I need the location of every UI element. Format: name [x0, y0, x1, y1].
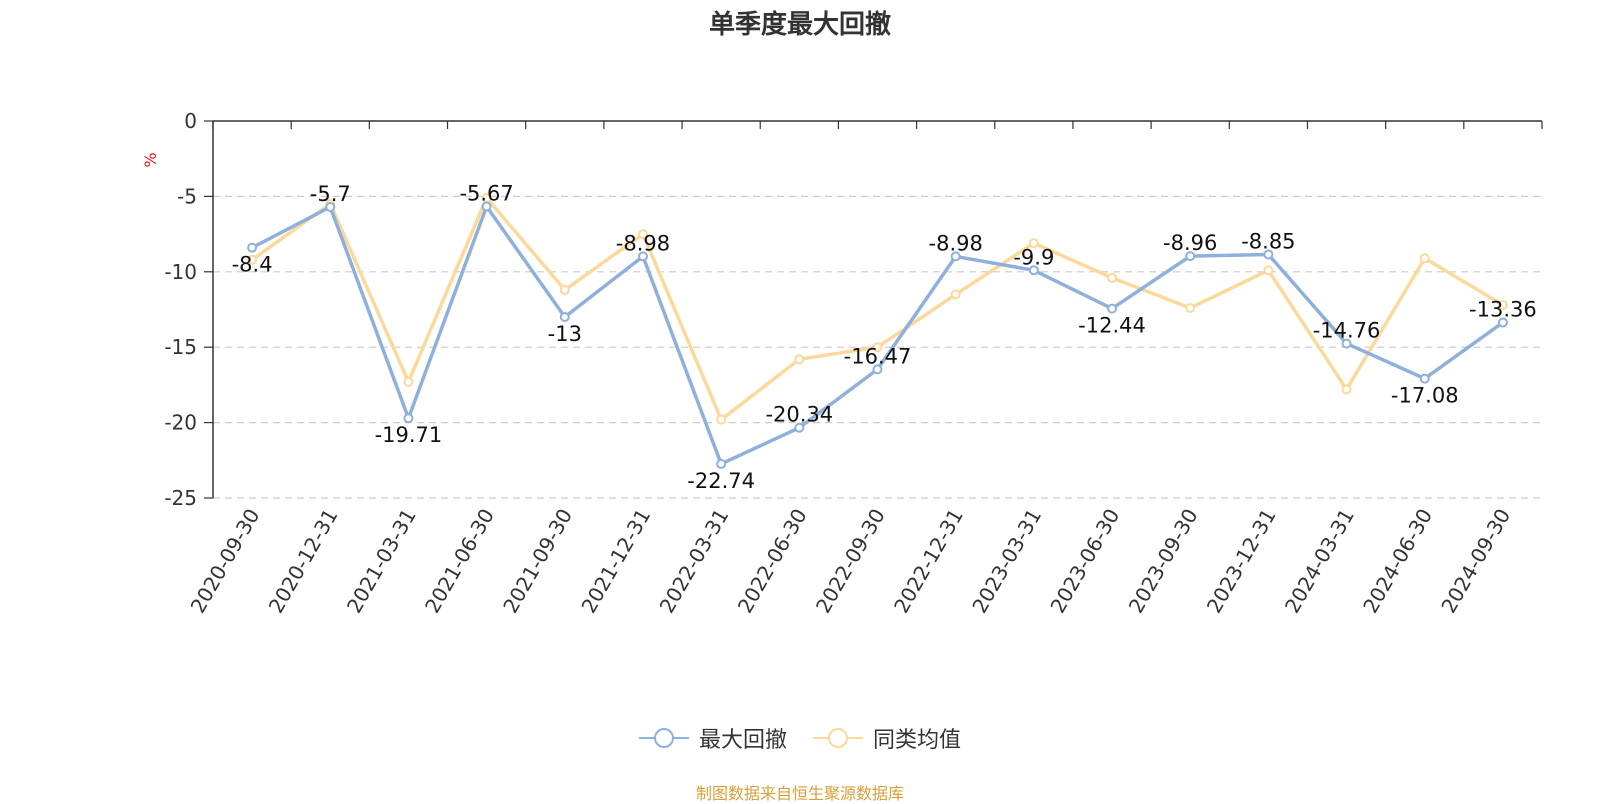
data-point	[716, 414, 727, 425]
data-point	[247, 254, 258, 265]
y-tick-label: -20	[164, 411, 197, 435]
data-label: -13	[548, 322, 582, 346]
data-point	[1107, 303, 1118, 314]
data-point	[872, 364, 883, 375]
data-label: -19.71	[375, 423, 443, 447]
data-label: -16.47	[844, 344, 912, 368]
data-point	[1497, 299, 1508, 310]
data-label: -8.96	[1163, 231, 1217, 255]
data-point	[247, 242, 258, 253]
data-point	[1028, 265, 1039, 276]
chart-title: 单季度最大回撤	[708, 10, 891, 40]
legend-marker	[828, 728, 848, 748]
series-layer	[247, 192, 1508, 469]
x-tick-label: 2022-12-31	[889, 505, 968, 618]
data-point	[1497, 317, 1508, 328]
x-tick-label: 2021-03-31	[342, 505, 421, 618]
x-tick-label: 2021-09-30	[498, 505, 577, 618]
y-tick-label: -15	[164, 335, 197, 359]
legend-line-circle-icon	[638, 728, 689, 748]
data-point	[481, 201, 492, 212]
data-point	[950, 251, 961, 262]
y-tick-label: 0	[184, 109, 197, 133]
data-label: -8.98	[929, 231, 983, 255]
legend-marker	[653, 728, 674, 748]
data-label: -8.4	[232, 253, 273, 277]
data-point	[325, 201, 336, 212]
legend-label: 最大回撤	[698, 728, 787, 753]
legend: 最大回撤 同类均值	[0, 722, 1600, 754]
data-label: -14.76	[1313, 319, 1381, 343]
x-tick-label: 2021-12-31	[576, 505, 655, 618]
legend-label: 同类均值	[873, 728, 962, 753]
x-tick-label: 2022-09-30	[811, 505, 890, 618]
data-point	[1263, 265, 1274, 276]
y-axis-label: %	[141, 152, 160, 167]
x-tick-label: 2021-06-30	[420, 505, 499, 618]
data-point	[1341, 384, 1352, 395]
x-tick-label: 2024-09-30	[1436, 505, 1515, 618]
data-point	[794, 422, 805, 433]
x-tick-label: 2024-03-31	[1280, 505, 1359, 618]
data-point	[403, 376, 414, 387]
y-tick-label: -25	[164, 486, 197, 510]
x-tick-label: 2020-12-31	[264, 505, 343, 618]
label-layer: -8.4 -5.7 -19.71 -5.67 -13 -8.98 -22.74 -20.34 -…	[232, 182, 1537, 493]
x-tick-label: 2023-12-31	[1202, 505, 1281, 618]
data-point	[794, 354, 805, 365]
x-tick-label: 2023-09-30	[1124, 505, 1203, 618]
data-point	[1341, 338, 1352, 349]
legend-item-1[interactable]: 同类均值	[813, 722, 961, 754]
data-point	[716, 458, 727, 469]
x-tick-label: 2024-06-30	[1358, 505, 1437, 618]
data-label: -5.67	[459, 182, 513, 206]
data-label: -17.08	[1391, 384, 1459, 408]
data-point	[1185, 302, 1196, 313]
data-point	[1419, 253, 1430, 264]
data-label: -8.85	[1241, 229, 1295, 253]
legend-line-circle-icon	[813, 728, 863, 748]
data-point	[1107, 272, 1118, 283]
data-label: -22.74	[687, 469, 755, 493]
data-label: -13.36	[1469, 297, 1537, 321]
x-tick-label: 2020-09-30	[186, 505, 265, 618]
data-label: -20.34	[765, 403, 833, 427]
data-point	[950, 289, 961, 300]
y-tick-label: -5	[177, 184, 197, 208]
data-point	[559, 312, 570, 323]
data-label: -8.98	[616, 231, 670, 255]
x-tick-label: 2022-06-30	[733, 505, 812, 618]
x-tick-label: 2023-06-30	[1045, 505, 1124, 618]
legend-item-0[interactable]: 最大回撤	[638, 722, 787, 754]
data-point	[1028, 238, 1039, 249]
data-point	[403, 413, 414, 424]
y-tick-label: -10	[164, 260, 197, 284]
data-label: -5.7	[310, 182, 351, 206]
data-point	[872, 342, 883, 353]
data-point	[1263, 249, 1274, 260]
x-tick-label: 2023-03-31	[967, 505, 1046, 618]
data-point	[637, 229, 648, 240]
data-point	[637, 251, 648, 262]
data-point	[1185, 251, 1196, 262]
data-label: -12.44	[1078, 314, 1146, 338]
source-note: 制图数据来自恒生聚源数据库	[695, 784, 904, 803]
data-label: -9.9	[1013, 245, 1054, 269]
data-point	[559, 284, 570, 295]
x-tick-label: 2022-03-31	[655, 505, 734, 618]
data-point	[1419, 373, 1430, 384]
